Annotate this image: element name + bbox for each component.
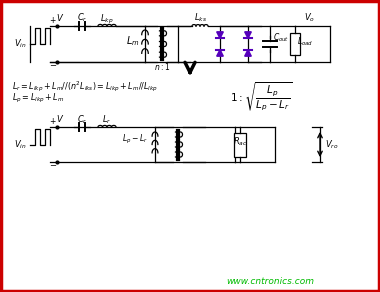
- Text: $L_{ks}$: $L_{ks}$: [193, 12, 206, 25]
- Text: $C_r$: $C_r$: [77, 12, 87, 25]
- Text: $R_{ac}$: $R_{ac}$: [233, 135, 247, 148]
- Text: $+$: $+$: [49, 116, 57, 126]
- Text: $C_r$: $C_r$: [77, 113, 87, 126]
- Text: $V$: $V$: [56, 12, 64, 23]
- Text: $L_p = L_{lkp} + L_m$: $L_p = L_{lkp} + L_m$: [12, 91, 65, 105]
- Polygon shape: [245, 32, 251, 39]
- Polygon shape: [245, 50, 251, 56]
- Text: $V_o$: $V_o$: [304, 12, 315, 25]
- Text: $-$: $-$: [49, 159, 57, 168]
- Text: $L_{oad}$: $L_{oad}$: [297, 35, 313, 48]
- Bar: [290, 33, 300, 55]
- Text: $L_m$: $L_m$: [126, 34, 140, 48]
- Polygon shape: [217, 50, 223, 56]
- Text: $L_r = L_{lkp} + L_m //(n^2 L_{lks}) = L_{lkp} + L_m // L_{lkp}$: $L_r = L_{lkp} + L_m //(n^2 L_{lks}) = L…: [12, 80, 158, 94]
- Text: www.cntronics.com: www.cntronics.com: [226, 277, 314, 286]
- Text: $V_{in}$: $V_{in}$: [14, 138, 27, 151]
- Text: $1:\sqrt{\dfrac{L_p}{L_p - L_r}}$: $1:\sqrt{\dfrac{L_p}{L_p - L_r}}$: [230, 81, 293, 113]
- Text: $L_p - L_r$: $L_p - L_r$: [122, 133, 148, 146]
- Text: $-$: $-$: [49, 59, 57, 68]
- Text: $V_{ro}$: $V_{ro}$: [325, 138, 339, 151]
- Text: $+$: $+$: [49, 15, 57, 25]
- Text: $V_{in}$: $V_{in}$: [14, 38, 27, 50]
- Text: $C_{out}$: $C_{out}$: [273, 31, 289, 44]
- Text: $V$: $V$: [56, 113, 64, 124]
- Text: $n:1$: $n:1$: [154, 61, 170, 72]
- Polygon shape: [217, 32, 223, 39]
- Text: $L_{kp}$: $L_{kp}$: [100, 12, 114, 25]
- Text: $L_r$: $L_r$: [102, 113, 112, 126]
- Bar: [234, 133, 246, 157]
